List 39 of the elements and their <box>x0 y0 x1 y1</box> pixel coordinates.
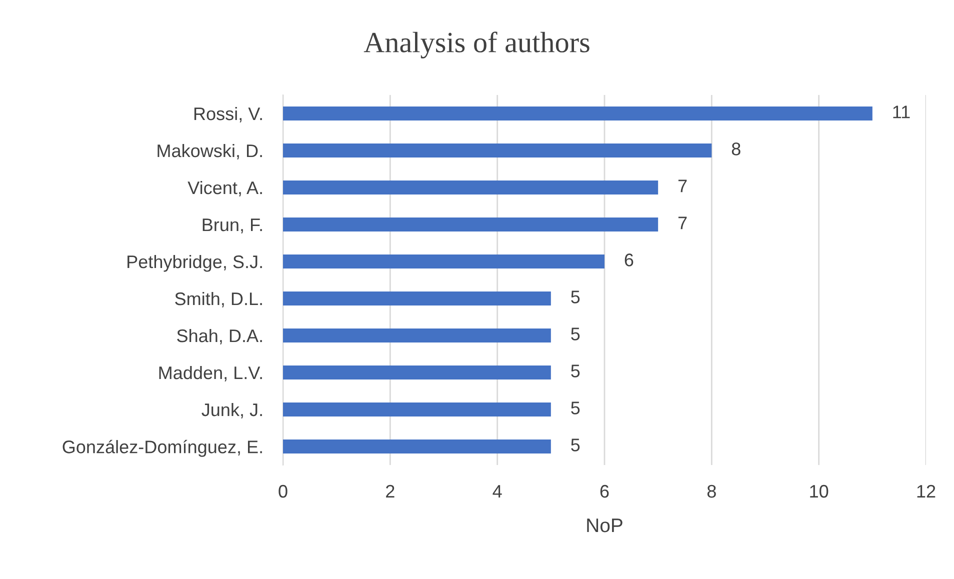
chart-title: Analysis of authors <box>364 32 590 58</box>
data-label: 7 <box>678 216 687 230</box>
y-tick-label: Brun, F. <box>202 218 262 234</box>
x-tick-label: 10 <box>810 484 828 498</box>
y-tick-label: Junk, J. <box>202 402 262 418</box>
bar <box>283 328 551 343</box>
bar <box>283 439 551 454</box>
y-tick-label: Rossi, V. <box>194 106 262 122</box>
bar <box>283 365 551 380</box>
y-tick-label: Pethybridge, S.J. <box>128 254 262 272</box>
x-tick-label: 0 <box>278 484 288 498</box>
bar <box>283 402 551 417</box>
bar <box>283 217 658 232</box>
x-axis-title: NoP <box>587 518 622 532</box>
bar <box>283 180 658 195</box>
data-label: 5 <box>571 364 580 378</box>
x-tick-label: 12 <box>917 484 936 498</box>
data-label: 5 <box>571 438 580 452</box>
y-tick-label: Shah, D.A. <box>177 328 262 344</box>
bar <box>283 254 604 269</box>
x-tick-label: 8 <box>707 484 716 498</box>
bar <box>283 143 712 158</box>
data-label: 8 <box>732 142 740 156</box>
x-tick-label: 2 <box>386 484 394 498</box>
data-label: 5 <box>571 290 580 304</box>
y-tick-label: Vicent, A. <box>188 180 262 196</box>
y-tick-label: Smith, D.L. <box>175 292 262 308</box>
data-label: 5 <box>571 402 580 414</box>
data-label: 7 <box>678 180 687 192</box>
data-label: 11 <box>893 106 910 118</box>
y-tick-label: González-Domínguez, E. <box>62 440 262 457</box>
x-tick-label: 6 <box>600 484 609 498</box>
x-tick-label: 4 <box>492 485 502 498</box>
y-tick-label: Makowski, D. <box>158 144 262 160</box>
data-label: 5 <box>571 328 580 340</box>
data-label: 6 <box>624 254 634 266</box>
bar <box>283 291 551 306</box>
bar <box>283 106 872 121</box>
y-tick-label: Madden, L.V. <box>159 366 262 382</box>
